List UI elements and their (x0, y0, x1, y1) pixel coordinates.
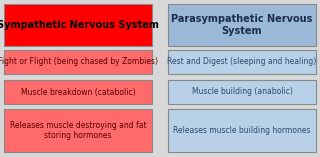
Text: Releases muscle destroying and fat
storing hormones: Releases muscle destroying and fat stori… (10, 121, 146, 140)
Bar (4, 50, 152, 74)
Bar (4, 80, 152, 104)
Text: Muscle breakdown (catabolic): Muscle breakdown (catabolic) (21, 87, 135, 97)
Text: Muscle building (anabolic): Muscle building (anabolic) (192, 87, 292, 97)
Bar (4, 109, 152, 152)
Bar (168, 4, 316, 46)
Text: Fight or Flight (being chased by Zombies): Fight or Flight (being chased by Zombies… (0, 57, 158, 67)
Text: Releases muscle building hormones: Releases muscle building hormones (173, 126, 311, 135)
Bar (168, 80, 316, 104)
Text: Sympathetic Nervous System: Sympathetic Nervous System (0, 20, 159, 30)
Bar (168, 109, 316, 152)
Bar (4, 4, 152, 46)
Bar (168, 50, 316, 74)
Text: Parasympathetic Nervous
System: Parasympathetic Nervous System (171, 14, 313, 36)
Text: Rest and Digest (sleeping and healing): Rest and Digest (sleeping and healing) (167, 57, 316, 67)
